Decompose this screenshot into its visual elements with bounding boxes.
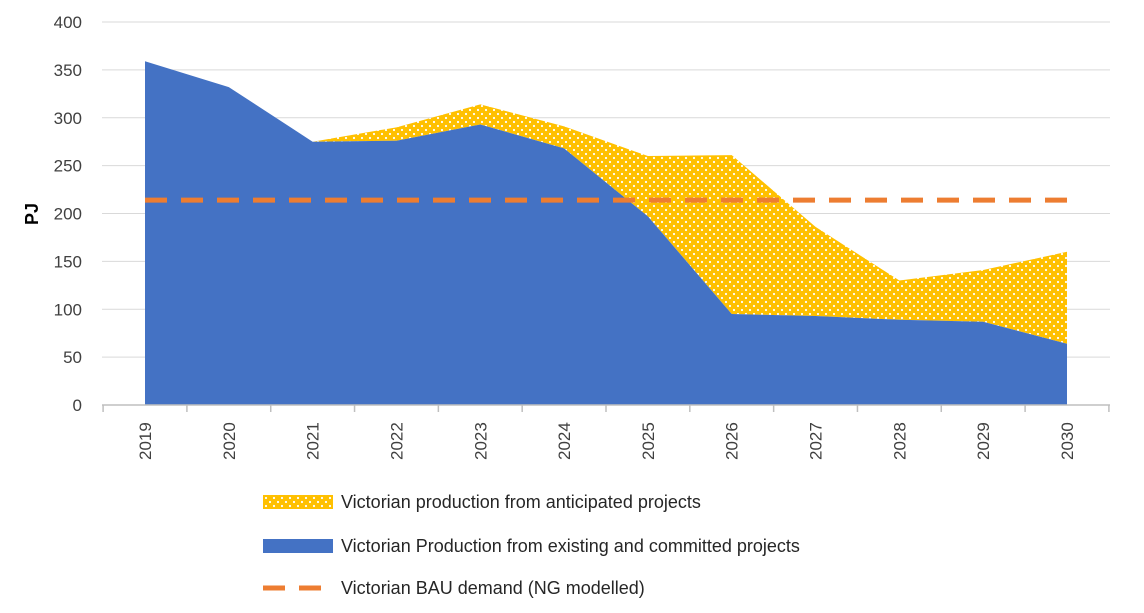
x-tick-label: 2028 xyxy=(890,422,909,460)
x-tick-label: 2021 xyxy=(304,422,323,460)
areas xyxy=(145,61,1067,405)
legend: Victorian production from anticipated pr… xyxy=(263,492,800,598)
legend-entry-label: Victorian BAU demand (NG modelled) xyxy=(341,578,645,598)
legend-swatch-existing-committed xyxy=(263,539,333,553)
area-existing-committed-projects xyxy=(145,61,1067,405)
legend-entry-label: Victorian Production from existing and c… xyxy=(341,536,800,556)
y-tick-label: 50 xyxy=(63,348,82,367)
y-tick-label: 0 xyxy=(73,396,82,415)
x-tick-label: 2026 xyxy=(723,422,742,460)
y-tick-label: 100 xyxy=(54,300,82,319)
x-tick-label: 2020 xyxy=(220,422,239,460)
x-tick-label: 2025 xyxy=(639,422,658,460)
y-tick-label: 150 xyxy=(54,252,82,271)
y-tick-label: 400 xyxy=(54,13,82,32)
y-tick-label: 200 xyxy=(54,205,82,224)
axes: 0 50 100 150 200 250 300 350 400 2019 2020 2021 2022… xyxy=(54,13,1110,460)
x-tick-label: 2027 xyxy=(807,422,826,460)
legend-swatch-anticipated xyxy=(263,495,333,509)
y-tick-label: 300 xyxy=(54,109,82,128)
x-tick-label: 2024 xyxy=(555,422,574,460)
x-tick-label: 2023 xyxy=(471,422,490,460)
x-tick-label: 2019 xyxy=(136,422,155,460)
y-tick-label: 250 xyxy=(54,157,82,176)
y-axis-label: PJ xyxy=(22,203,42,225)
x-tick-label: 2030 xyxy=(1058,422,1077,460)
legend-entry-label: Victorian production from anticipated pr… xyxy=(341,492,701,512)
x-tick-label: 2029 xyxy=(974,422,993,460)
area-anticipated-projects xyxy=(145,61,1067,344)
x-tick-label: 2022 xyxy=(387,422,406,460)
y-tick-label: 350 xyxy=(54,61,82,80)
